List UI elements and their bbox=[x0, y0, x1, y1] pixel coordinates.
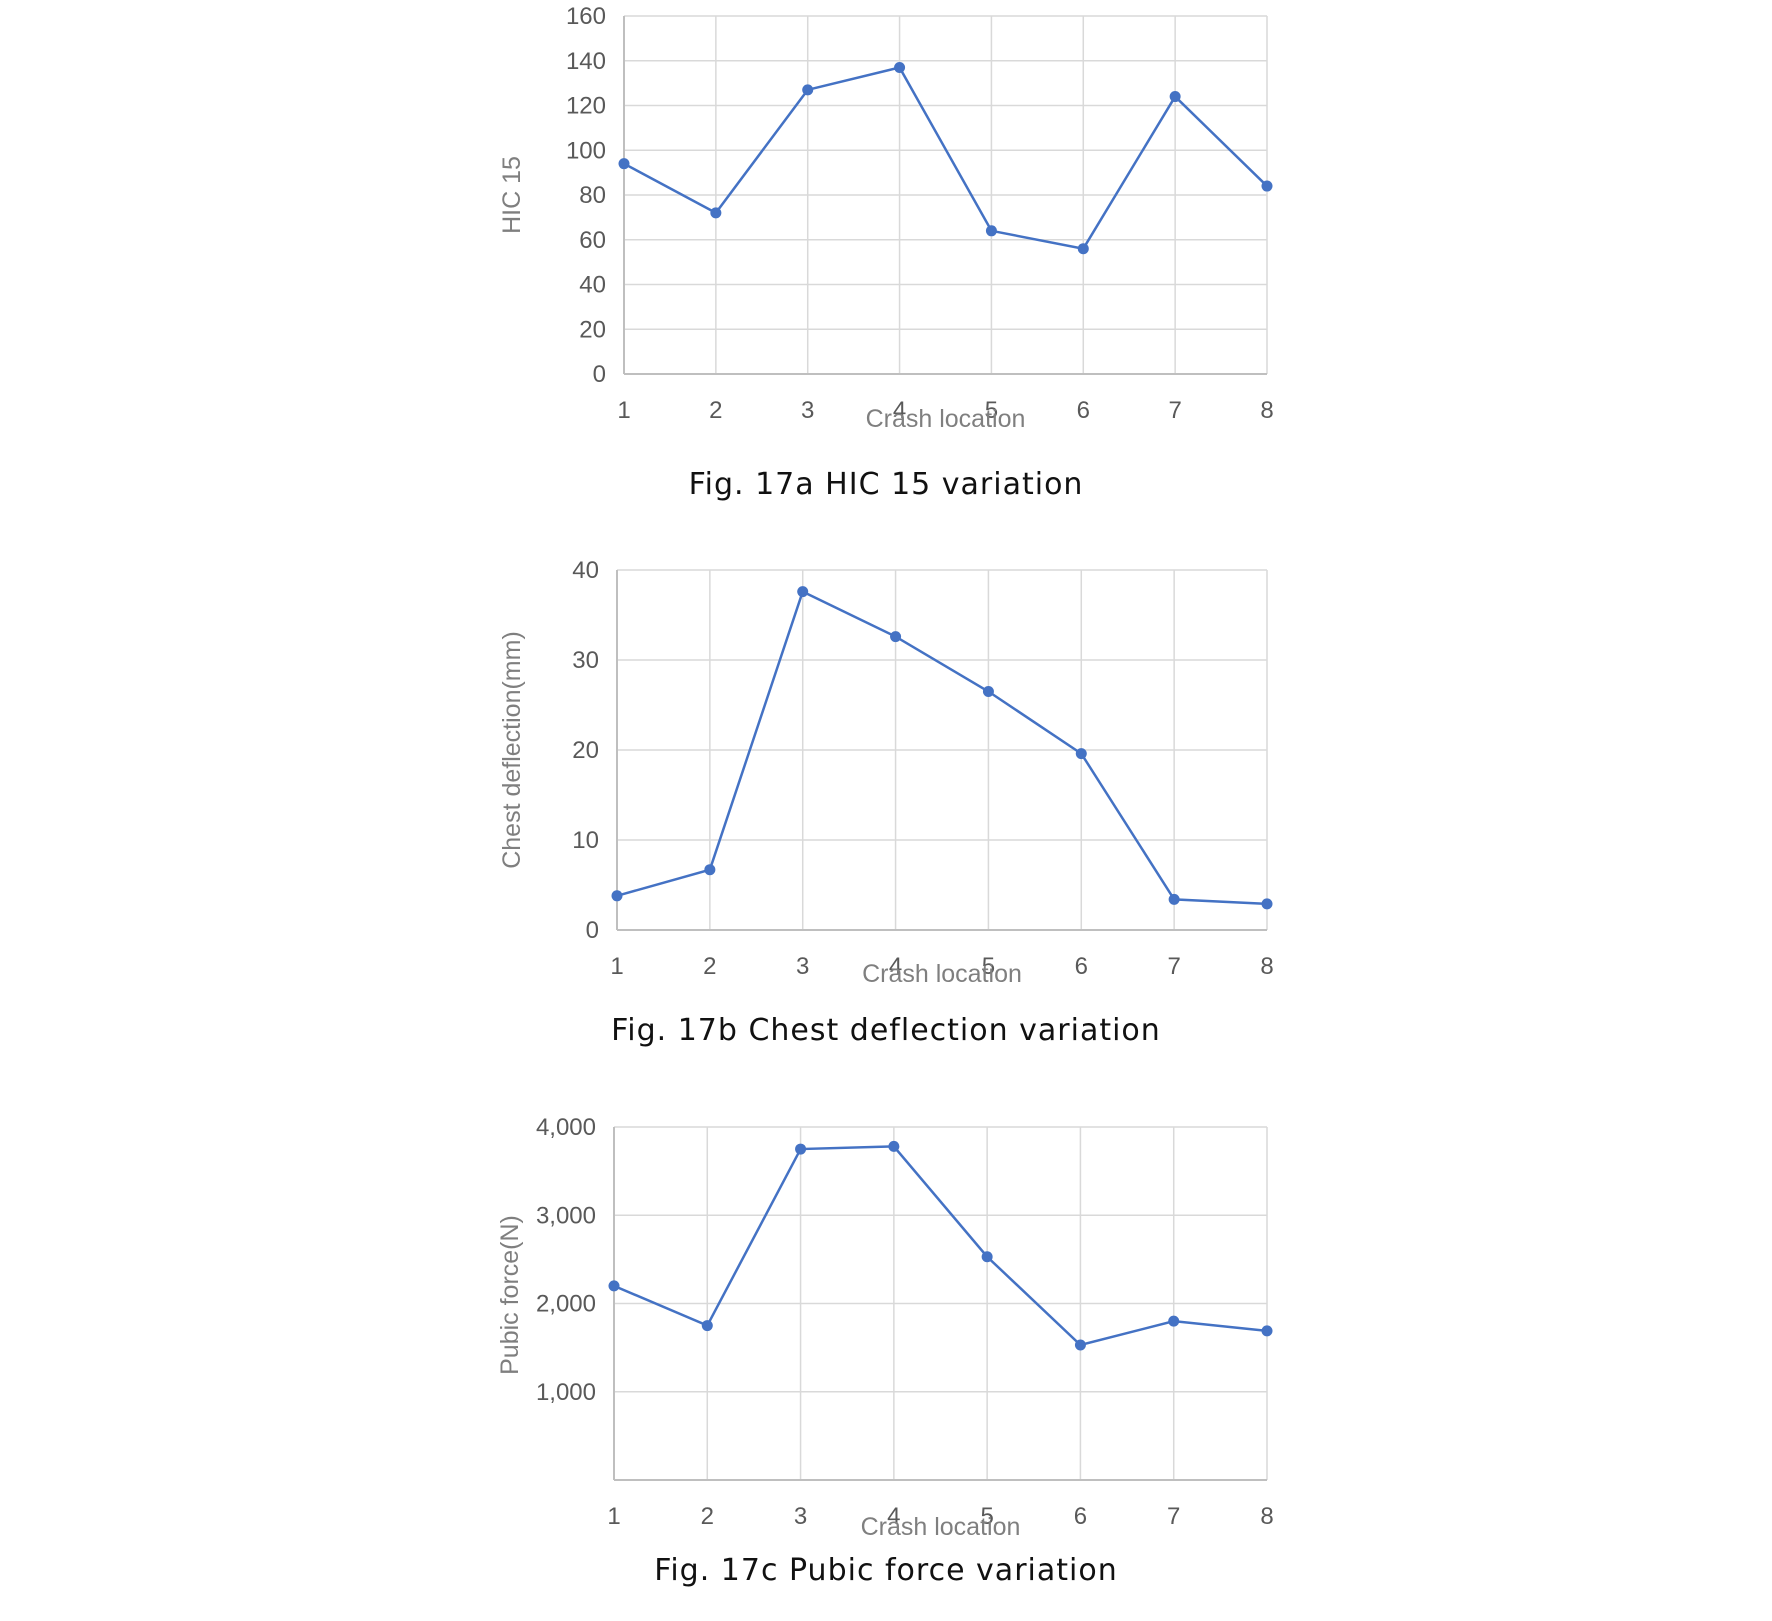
figure-caption: Fig. 17b Chest deflection variation bbox=[611, 1013, 1161, 1048]
x-tick-label: 8 bbox=[1260, 397, 1273, 424]
y-tick-label: 0 bbox=[586, 917, 599, 944]
data-point bbox=[611, 890, 623, 902]
x-tick-label: 4 bbox=[887, 1503, 900, 1530]
x-tick-label: 6 bbox=[1074, 1503, 1087, 1530]
data-point bbox=[608, 1280, 620, 1292]
y-tick-label: 20 bbox=[579, 316, 606, 343]
y-tick-label: 140 bbox=[566, 48, 606, 75]
figure-caption: Fig. 17a HIC 15 variation bbox=[688, 467, 1084, 502]
y-tick-label: 4,000 bbox=[536, 1114, 596, 1141]
series-line bbox=[616, 589, 1268, 906]
y-tick-label: 30 bbox=[572, 647, 599, 674]
x-tick-label: 4 bbox=[893, 397, 906, 424]
data-point bbox=[802, 84, 814, 96]
x-tick-label: 8 bbox=[1260, 953, 1273, 980]
data-point bbox=[618, 158, 630, 170]
data-point bbox=[888, 1140, 900, 1152]
x-tick-label: 3 bbox=[796, 953, 809, 980]
data-point bbox=[890, 631, 902, 643]
y-tick-label: 40 bbox=[579, 272, 606, 299]
data-point bbox=[982, 686, 994, 697]
y-axis-label: Pubic force(N) bbox=[496, 1215, 524, 1375]
figure-caption: Fig. 17c Pubic force variation bbox=[654, 1553, 1118, 1588]
y-tick-label: 160 bbox=[566, 3, 606, 30]
data-point bbox=[1077, 243, 1089, 255]
y-tick-label: 40 bbox=[572, 557, 599, 584]
x-tick-label: 5 bbox=[980, 1503, 993, 1530]
x-axis-label: Crash location bbox=[866, 405, 1026, 433]
x-tick-label: 7 bbox=[1167, 953, 1180, 980]
y-tick-label: 1,000 bbox=[536, 1379, 596, 1406]
figure-17b: 0 10 20 30 40 1 2 3 4 5 6 7 8 Crash location Chest def… bbox=[0, 545, 1772, 1080]
chest-deflection-line-chart: 0 10 20 30 40 1 2 3 4 5 6 7 8 Crash location Chest def… bbox=[498, 557, 1274, 988]
x-tick-label: 1 bbox=[607, 1503, 620, 1530]
pubic-force-line-chart: 1,000 2,000 3,000 4,000 1 2 3 4 5 6 7 8 Crash locati… bbox=[496, 1114, 1274, 1541]
y-tick-label: 80 bbox=[579, 182, 606, 209]
x-tick-label: 6 bbox=[1075, 953, 1088, 980]
data-point bbox=[1074, 1339, 1086, 1351]
data-point bbox=[1075, 748, 1087, 760]
x-tick-label: 7 bbox=[1168, 397, 1181, 424]
x-tick-label: 5 bbox=[982, 953, 995, 980]
data-point bbox=[981, 1251, 993, 1263]
figure-17c: 1,000 2,000 3,000 4,000 1 2 3 4 5 6 7 8 Crash locati… bbox=[0, 1100, 1772, 1621]
data-point bbox=[985, 225, 997, 237]
data-point bbox=[894, 61, 906, 73]
y-tick-label: 10 bbox=[572, 827, 599, 854]
data-point bbox=[1168, 893, 1180, 905]
y-axis-label: HIC 15 bbox=[498, 156, 526, 234]
x-axis-label: Crash location bbox=[861, 1513, 1021, 1541]
y-tick-label: 3,000 bbox=[536, 1202, 596, 1229]
data-point bbox=[1261, 180, 1273, 192]
data-point bbox=[704, 864, 716, 876]
y-tick-label: 20 bbox=[572, 737, 599, 764]
y-tick-label: 60 bbox=[579, 227, 606, 254]
x-tick-label: 3 bbox=[801, 397, 814, 424]
data-point bbox=[1261, 898, 1273, 910]
data-point bbox=[710, 207, 722, 219]
data-point bbox=[701, 1320, 713, 1332]
x-tick-label: 8 bbox=[1260, 1503, 1273, 1530]
x-tick-label: 1 bbox=[617, 397, 630, 424]
data-point bbox=[797, 586, 809, 598]
hic15-line-chart: 0 20 40 60 80 100 120 140 160 1 2 3 4 5 6 7 8 Crash locat… bbox=[498, 3, 1274, 433]
x-tick-label: 2 bbox=[701, 1503, 714, 1530]
y-tick-label: 100 bbox=[566, 137, 606, 164]
y-axis-label: Chest deflection(mm) bbox=[498, 631, 526, 869]
data-point bbox=[1168, 1315, 1180, 1327]
x-tick-label: 7 bbox=[1167, 1503, 1180, 1530]
y-tick-label: 2,000 bbox=[536, 1291, 596, 1318]
x-tick-label: 2 bbox=[709, 397, 722, 424]
data-point bbox=[1261, 1325, 1273, 1337]
data-point bbox=[1169, 91, 1181, 103]
data-point bbox=[795, 1143, 807, 1155]
y-tick-label: 120 bbox=[566, 93, 606, 120]
series-line bbox=[623, 66, 1268, 251]
x-tick-label: 6 bbox=[1077, 397, 1090, 424]
x-tick-label: 2 bbox=[703, 953, 716, 980]
y-tick-label: 0 bbox=[593, 361, 606, 388]
x-tick-label: 4 bbox=[889, 953, 902, 980]
x-axis-label: Crash location bbox=[862, 960, 1022, 988]
figure-17a: 0 20 40 60 80 100 120 140 160 1 2 3 4 5 6 7 8 Crash locat… bbox=[0, 0, 1772, 530]
x-tick-label: 1 bbox=[610, 953, 623, 980]
series-line bbox=[613, 1145, 1268, 1347]
x-tick-label: 5 bbox=[985, 397, 998, 424]
x-tick-label: 3 bbox=[794, 1503, 807, 1530]
